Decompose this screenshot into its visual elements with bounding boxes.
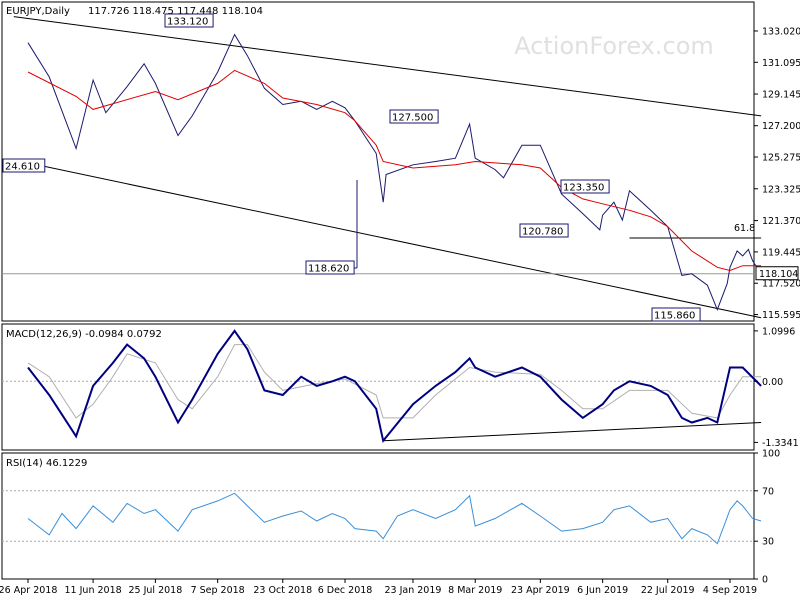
ohlc-values: 117.726 118.475 117.448 118.104 — [88, 6, 263, 17]
annotation-box — [2, 158, 46, 173]
macd-y-tick-label: -1.3341 — [762, 438, 799, 449]
watermark: ActionForex.com — [514, 32, 714, 60]
rsi-y-tick-label: 100 — [762, 449, 780, 460]
annotation-box — [560, 179, 610, 194]
macd-title: MACD(12,26,9) -0.0984 0.0792 — [6, 329, 162, 340]
price-y-tick-label: 131.095 — [762, 58, 800, 69]
price-y-tick-label: 117.520 — [762, 279, 800, 290]
price-y-tick-label: 121.370 — [762, 216, 800, 227]
price-y-tick-label: 123.325 — [762, 184, 800, 195]
rsi-panel-frame — [1, 452, 755, 580]
macd-trend-line — [383, 422, 762, 442]
macd-panel-frame — [1, 323, 755, 451]
price-y-tick-label: 133.020 — [762, 26, 800, 37]
rsi-line — [27, 492, 762, 545]
x-tick-label: 26 Apr 2018 — [0, 585, 57, 596]
annotation-label: 123.350 — [563, 183, 604, 194]
rsi-y-tick-label: 30 — [762, 537, 774, 548]
price-y-tick-label: 129.145 — [762, 90, 800, 101]
x-tick-label: 25 Jul 2018 — [128, 585, 182, 596]
price-y-tick-label: 127.200 — [762, 121, 800, 132]
annotation-label: 120.780 — [522, 227, 563, 238]
x-tick-label: 23 Jan 2019 — [384, 585, 441, 596]
macd-line — [27, 329, 762, 444]
last-price-box — [755, 266, 799, 281]
channel-line-2 — [13, 159, 762, 319]
annotation-label: 127.500 — [392, 113, 433, 124]
macd-y-tick-label: 0.00 — [762, 377, 783, 388]
x-tick-label: 23 Apr 2019 — [511, 585, 570, 596]
x-tick-label: 7 Sep 2018 — [191, 585, 245, 596]
fib-level-label: 61.8 — [734, 223, 755, 234]
x-tick-label: 6 Dec 2018 — [318, 585, 373, 596]
annotation-label: 118.620 — [308, 264, 349, 275]
price-y-tick-label: 125.275 — [762, 153, 800, 164]
price-line — [27, 33, 762, 311]
rsi-y-tick-label: 70 — [762, 486, 774, 497]
rsi-y-tick-label: 0 — [762, 575, 768, 586]
rsi-title: RSI(14) 46.1229 — [6, 458, 87, 469]
annotation-box — [519, 223, 569, 238]
x-tick-label: 8 Mar 2019 — [448, 585, 502, 596]
annotation-label: 133.120 — [167, 17, 208, 28]
x-tick-label: 23 Oct 2018 — [253, 585, 312, 596]
x-tick-label: 4 Sep 2019 — [703, 585, 757, 596]
price-y-tick-label: 119.445 — [762, 247, 800, 258]
symbol-label: EURJPY,Daily — [6, 6, 70, 17]
annotation-label: 24.610 — [5, 162, 40, 173]
annotation-box — [651, 307, 701, 322]
macd-y-tick-label: 1.0996 — [762, 326, 795, 337]
annotation-box — [164, 13, 214, 28]
x-tick-label: 22 Jul 2019 — [641, 585, 695, 596]
annotation-label: 115.860 — [654, 311, 695, 322]
channel-line-1 — [13, 16, 762, 117]
x-tick-label: 11 Jun 2018 — [65, 585, 122, 596]
last-price-label: 118.104 — [759, 269, 798, 280]
x-tick-label: 6 Jun 2019 — [577, 585, 628, 596]
price-y-tick-label: 115.595 — [762, 310, 800, 321]
macd-signal-line — [27, 344, 762, 419]
moving-average-line — [27, 69, 762, 272]
annotation-box — [389, 109, 439, 124]
price-panel-frame — [1, 1, 755, 322]
